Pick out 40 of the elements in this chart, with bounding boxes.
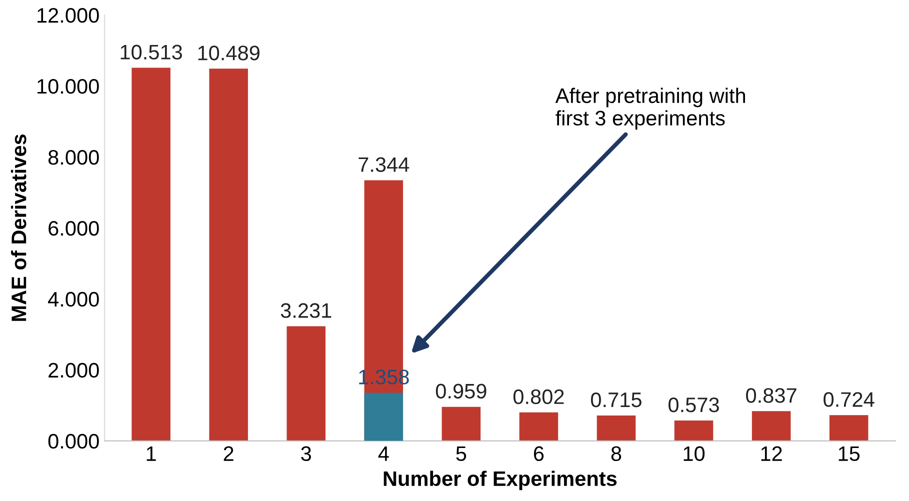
y-axis-title: MAE of Derivatives <box>10 134 26 321</box>
data-label: 10.489 <box>198 46 260 60</box>
y-tick-label: 12.000 <box>38 8 99 23</box>
y-tick-label: 0.000 <box>48 434 99 449</box>
x-tick-label: 4 <box>378 446 389 461</box>
x-axis-title: Number of Experiments <box>384 470 617 490</box>
x-tick-label: 10 <box>684 446 705 462</box>
data-label: 0.573 <box>668 398 719 412</box>
x-tick-label: 12 <box>761 446 782 461</box>
y-tick-label: 2.000 <box>48 362 99 378</box>
bar <box>596 416 636 441</box>
y-tick-label: 4.000 <box>48 292 99 307</box>
bar <box>132 68 170 441</box>
x-tick-label: 3 <box>301 446 311 462</box>
x-tick-label: 2 <box>224 446 234 461</box>
data-label: 0.724 <box>824 392 874 407</box>
y-tick-label: 6.000 <box>48 220 99 236</box>
data-label: 10.513 <box>120 44 182 60</box>
bar <box>364 392 404 441</box>
bar <box>442 406 481 441</box>
data-label: 0.959 <box>436 384 486 399</box>
bar <box>209 68 248 441</box>
data-label: 7.344 <box>358 157 410 172</box>
y-tick-label: 8.000 <box>48 150 99 165</box>
x-tick-label: 6 <box>534 446 544 462</box>
x-tick-label: 1 <box>146 446 156 461</box>
x-tick-label: 15 <box>838 446 860 462</box>
data-label: 0.715 <box>591 392 642 408</box>
annotation: After pretraining with first 3 experiments <box>555 88 746 130</box>
bar <box>286 326 326 441</box>
bar <box>752 411 791 441</box>
bar <box>674 420 714 441</box>
data-label: 0.802 <box>513 389 564 404</box>
data-label: 3.231 <box>280 303 332 318</box>
bar <box>829 415 868 441</box>
data-label: 0.837 <box>746 388 796 403</box>
bar <box>519 412 558 441</box>
x-tick-label: 5 <box>456 446 466 462</box>
x-tick-label: 8 <box>611 446 622 462</box>
y-tick-label: 10.000 <box>38 79 99 94</box>
